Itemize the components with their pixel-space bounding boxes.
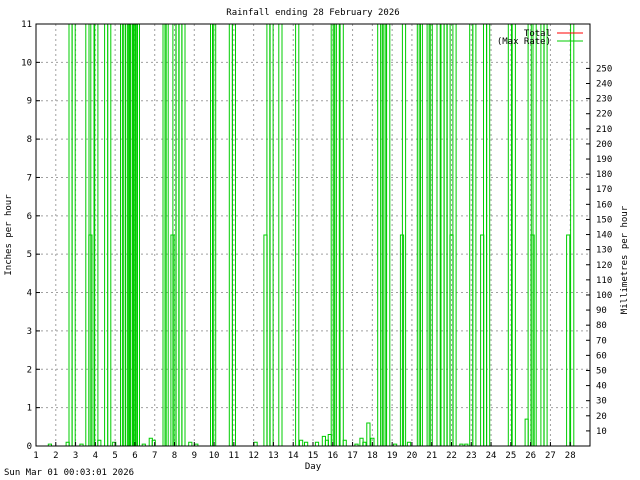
y-tick-label: 0 xyxy=(27,442,32,452)
y-tick-label: 4 xyxy=(27,289,32,299)
y2-tick-label: 210 xyxy=(596,125,612,135)
series-max-rate-line xyxy=(36,23,590,447)
y2-tick-label: 80 xyxy=(596,321,607,331)
legend: Total(Max Rate) xyxy=(497,29,583,47)
x-tick-label: 17 xyxy=(347,451,358,461)
y2-tick-label: 170 xyxy=(596,185,612,195)
y2-tick-label: 100 xyxy=(596,291,612,301)
y2-tick-label: 10 xyxy=(596,427,607,437)
x-tick-label: 9 xyxy=(192,451,197,461)
x-tick-label: 5 xyxy=(112,451,117,461)
x-tick-label: 24 xyxy=(486,451,497,461)
footer-timestamp: Sun Mar 01 00:03:01 2026 xyxy=(4,468,135,478)
y2-tick-label: 180 xyxy=(596,170,612,180)
y2-tick-label: 30 xyxy=(596,397,607,407)
x-tick-label: 22 xyxy=(446,451,457,461)
x-tick-label: 14 xyxy=(288,451,299,461)
y-tick-label: 8 xyxy=(27,135,32,145)
y2-tick-label: 50 xyxy=(596,366,607,376)
x-tick-label: 10 xyxy=(209,451,220,461)
y2-tick-label: 130 xyxy=(596,246,612,256)
y2-tick-label: 90 xyxy=(596,306,607,316)
y2-tick-label: 250 xyxy=(596,64,612,74)
y2-tick-label: 190 xyxy=(596,155,612,165)
x-tick-label: 23 xyxy=(466,451,477,461)
x-tick-label: 28 xyxy=(565,451,576,461)
y2-tick-label: 70 xyxy=(596,336,607,346)
y2-tick-label: 240 xyxy=(596,80,612,90)
x-tick-label: 25 xyxy=(505,451,516,461)
x-tick-label: 2 xyxy=(53,451,58,461)
x-tick-label: 19 xyxy=(387,451,398,461)
series-layer xyxy=(36,23,590,447)
x-tick-label: 4 xyxy=(93,451,98,461)
x-tick-label: 26 xyxy=(525,451,536,461)
y2-tick-label: 120 xyxy=(596,261,612,271)
y-tick-label: 1 xyxy=(27,404,32,414)
y2-tick-label: 140 xyxy=(596,231,612,241)
x-tick-label: 18 xyxy=(367,451,378,461)
y-tick-label: 9 xyxy=(27,97,32,107)
y-axis-label: Inches per hour xyxy=(4,194,14,276)
x-tick-label: 20 xyxy=(407,451,418,461)
x-tick-label: 15 xyxy=(308,451,319,461)
x-tick-label: 6 xyxy=(132,451,137,461)
x-tick-label: 3 xyxy=(73,451,78,461)
y-tick-label: 3 xyxy=(27,327,32,337)
y2-tick-label: 220 xyxy=(596,110,612,120)
x-tick-label: 7 xyxy=(152,451,157,461)
x-tick-label: 8 xyxy=(172,451,177,461)
y2-tick-label: 200 xyxy=(596,140,612,150)
legend-label: Total xyxy=(524,29,551,39)
y-tick-label: 11 xyxy=(21,20,32,30)
y2-tick-label: 60 xyxy=(596,351,607,361)
legend-label: (Max Rate) xyxy=(497,37,551,47)
x-tick-label: 13 xyxy=(268,451,279,461)
x-tick-label: 16 xyxy=(327,451,338,461)
y-tick-label: 5 xyxy=(27,250,32,260)
x-tick-label: 12 xyxy=(248,451,259,461)
grid xyxy=(36,24,590,446)
x-tick-label: 11 xyxy=(228,451,239,461)
y2-tick-label: 160 xyxy=(596,200,612,210)
y-tick-label: 10 xyxy=(21,58,32,68)
chart-title: Rainfall ending 28 February 2026 xyxy=(226,8,399,18)
y2-tick-label: 110 xyxy=(596,276,612,286)
x-tick-label: 27 xyxy=(545,451,556,461)
ticks: 1 2 3 4 5 6 7 8 9 10 11 12 13 14 15 16 17 18 19 20 21 22 23 24 2… xyxy=(21,20,612,461)
x-tick-label: 1 xyxy=(33,451,38,461)
x-tick-label: 21 xyxy=(426,451,437,461)
y2-tick-label: 40 xyxy=(596,382,607,392)
y-tick-label: 7 xyxy=(27,173,32,183)
x-axis-label: Day xyxy=(305,462,322,472)
y-tick-label: 6 xyxy=(27,212,32,222)
y2-tick-label: 20 xyxy=(596,412,607,422)
y2-axis-label: Millimetres per hour xyxy=(620,205,630,314)
y-tick-label: 2 xyxy=(27,365,32,375)
y2-tick-label: 230 xyxy=(596,95,612,105)
y2-tick-label: 150 xyxy=(596,215,612,225)
